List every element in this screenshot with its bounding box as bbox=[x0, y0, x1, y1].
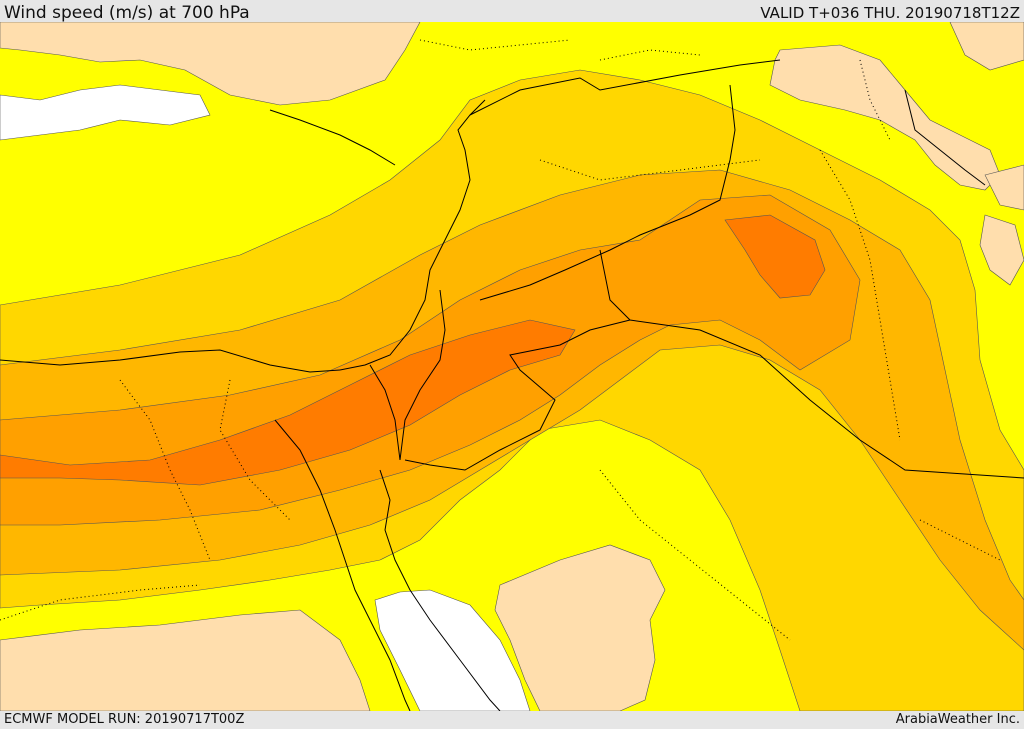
calm-zone-africa bbox=[0, 609, 371, 711]
calm-zone-hejaz bbox=[494, 544, 666, 711]
calm-zone-gulf-edge bbox=[979, 214, 1024, 286]
coastlines bbox=[0, 89, 986, 711]
model-run: ECMWF MODEL RUN: 20190717T00Z bbox=[4, 712, 245, 727]
header-bar: Wind speed (m/s) at 700 hPa VALID T+036 … bbox=[0, 0, 1024, 23]
water-aegean bbox=[0, 84, 211, 141]
credit: ArabiaWeather Inc. bbox=[895, 712, 1020, 727]
weather-map bbox=[0, 22, 1024, 711]
country-borders bbox=[369, 59, 1024, 479]
internal-boundaries bbox=[0, 39, 1001, 641]
calm-zone-east-arabia bbox=[984, 164, 1024, 211]
calm-zone-northeast bbox=[949, 22, 1024, 71]
calm-zone-turkey bbox=[0, 22, 421, 106]
map-title: Wind speed (m/s) at 700 hPa bbox=[4, 3, 250, 23]
calm-zone-caspian-iraq bbox=[769, 44, 1001, 191]
wind-core-syria bbox=[724, 214, 826, 299]
footer-bar: ECMWF MODEL RUN: 20190717T00Z ArabiaWeat… bbox=[0, 711, 1024, 729]
valid-time: VALID T+036 THU. 20190718T12Z bbox=[760, 4, 1020, 22]
wind-core-sinai bbox=[0, 319, 576, 486]
